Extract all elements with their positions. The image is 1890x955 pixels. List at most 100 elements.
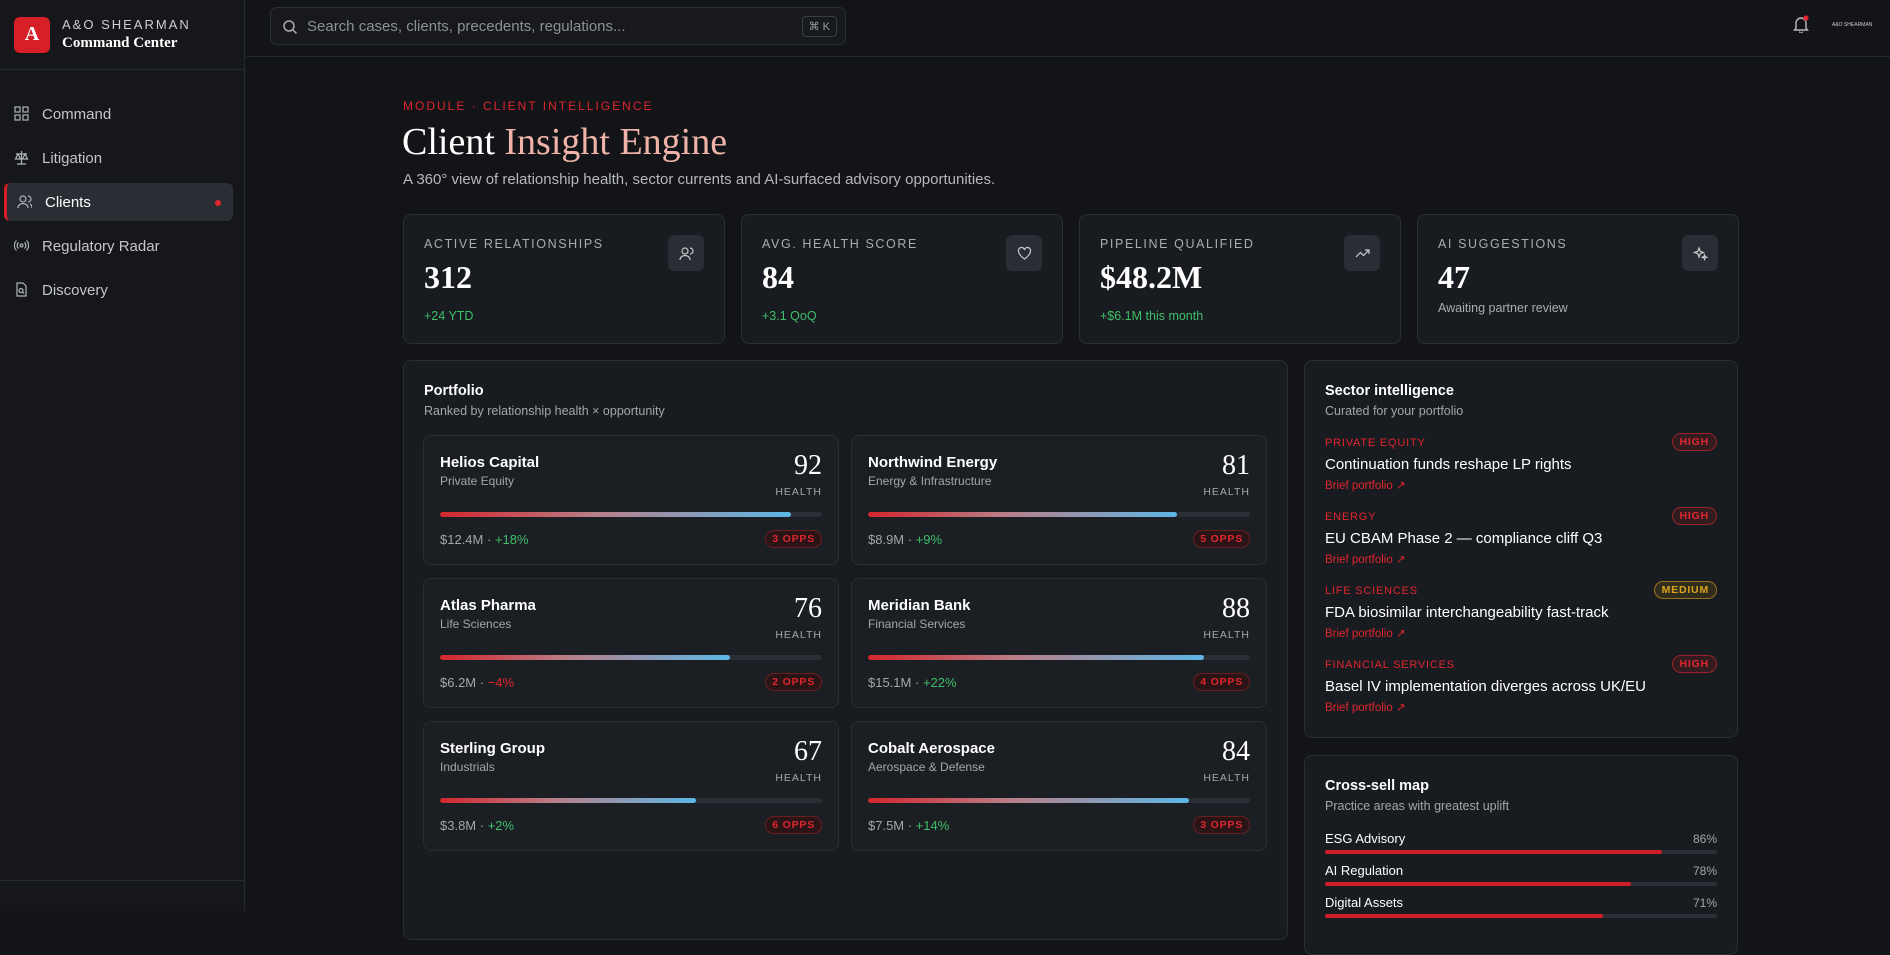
revenue: $7.5M	[868, 818, 905, 833]
kpi-value: 47	[1438, 259, 1470, 295]
search-placeholder: Search cases, clients, precedents, regul…	[307, 17, 626, 35]
health-score: 67	[794, 736, 822, 767]
nav-icon	[16, 282, 27, 297]
revenue-line: $8.9M · +9%	[868, 532, 943, 547]
area-bar	[1325, 850, 1663, 854]
kpi-note: +$6.1M this month	[1100, 309, 1204, 323]
change: −4%	[487, 675, 515, 690]
active-dot	[215, 200, 221, 206]
client-card[interactable]: Atlas Pharma Life Sciences 76 HEALTH $6.2M ·…	[423, 578, 839, 708]
priority-badge: MEDIUM	[1653, 581, 1717, 599]
brief-link[interactable]: Brief portfolio ↗	[1325, 702, 1406, 714]
client-card[interactable]: Meridian Bank Financial Services 88 HEALTH $…	[851, 578, 1267, 708]
notifications[interactable]	[1793, 15, 1809, 33]
health-track	[868, 655, 1250, 660]
brand-subtitle: Command Center	[62, 35, 178, 51]
client-card[interactable]: Sterling Group Industrials 67 HEALTH $3.8M ·…	[423, 721, 839, 851]
client-name: Cobalt Aerospace	[868, 740, 995, 757]
client-sector: Aerospace & Defense	[868, 760, 985, 774]
nav-item[interactable]: Command	[4, 95, 233, 133]
nav-item[interactable]: Discovery	[4, 271, 233, 309]
health-track	[440, 512, 822, 517]
cross-sell-panel: Cross-sell map Practice areas with great…	[1304, 755, 1738, 955]
kpi-label: AVG. HEALTH SCORE	[762, 237, 918, 251]
area-bar	[1325, 882, 1631, 886]
panel-subtitle: Ranked by relationship health × opportun…	[424, 404, 665, 418]
change: +14%	[915, 818, 950, 833]
area-bar	[1325, 914, 1604, 918]
brand: A A&O SHEARMAN Command Center	[0, 0, 244, 70]
brief-link[interactable]: Brief portfolio ↗	[1325, 628, 1406, 640]
brief-link[interactable]: Brief portfolio ↗	[1325, 480, 1406, 492]
kpi-label: ACTIVE RELATIONSHIPS	[424, 237, 604, 251]
client-name: Helios Capital	[440, 454, 540, 471]
client-card[interactable]: Northwind Energy Energy & Infrastructure 8…	[851, 435, 1267, 565]
kpi-value: $48.2M	[1100, 259, 1203, 295]
opps-badge: 4 OPPS	[1193, 673, 1250, 691]
kpi-card: ACTIVE RELATIONSHIPS 312 +24 YTD	[403, 214, 725, 344]
sector-label: LIFE SCIENCES	[1325, 585, 1418, 597]
health-score: 92	[794, 450, 822, 481]
health-track	[868, 512, 1250, 517]
health-score: 84	[1222, 736, 1250, 767]
kpi-note: +24 YTD	[424, 309, 474, 323]
nav-item[interactable]: Regulatory Radar	[4, 227, 233, 265]
kpi-label: AI SUGGESTIONS	[1438, 237, 1568, 251]
health-score: 76	[794, 593, 822, 624]
divider	[0, 880, 244, 881]
area-value: 86%	[1692, 832, 1717, 846]
user-label[interactable]: A&O SHEARMAN	[1832, 22, 1873, 28]
search-box[interactable]: Search cases, clients, precedents, regul…	[270, 7, 846, 45]
kpi-value: 312	[424, 259, 472, 295]
title-part: Client	[402, 121, 495, 163]
change: +9%	[915, 532, 943, 547]
health-bar	[868, 512, 1178, 517]
health-label: HEALTH	[1203, 772, 1250, 784]
client-sector: Financial Services	[868, 617, 966, 631]
opps-badge: 6 OPPS	[765, 816, 822, 834]
client-name: Northwind Energy	[868, 454, 998, 471]
kpi-value: 84	[762, 259, 794, 295]
revenue-line: $6.2M · −4%	[440, 675, 515, 690]
brief-link[interactable]: Brief portfolio ↗	[1325, 554, 1406, 566]
kpi-icon	[668, 235, 704, 271]
area-value: 71%	[1692, 896, 1717, 910]
sector-panel: Sector intelligence Curated for your por…	[1304, 360, 1738, 738]
nav-item[interactable]: Litigation	[4, 139, 233, 177]
topbar: Search cases, clients, precedents, regul…	[246, 0, 1890, 57]
client-name: Meridian Bank	[868, 597, 971, 614]
brand-name: A&O SHEARMAN	[62, 17, 191, 32]
health-bar	[440, 655, 731, 660]
headline: EU CBAM Phase 2 — compliance cliff Q3	[1325, 530, 1603, 547]
shortcut: ⌘ K	[801, 16, 837, 37]
client-sector: Private Equity	[440, 474, 515, 488]
health-track	[868, 798, 1250, 803]
change: +2%	[487, 818, 515, 833]
client-card[interactable]: Cobalt Aerospace Aerospace & Defense 84 HEA…	[851, 721, 1267, 851]
headline: Basel IV implementation diverges across …	[1325, 678, 1646, 695]
client-sector: Energy & Infrastructure	[868, 474, 992, 488]
change: +18%	[494, 532, 529, 547]
revenue: $3.8M	[440, 818, 477, 833]
priority-badge: HIGH	[1671, 433, 1717, 451]
sector-label: PRIVATE EQUITY	[1325, 437, 1426, 449]
logo: A	[14, 16, 50, 53]
revenue-line: $3.8M · +2%	[440, 818, 515, 833]
change: +22%	[922, 675, 957, 690]
kpi-icon	[1006, 235, 1042, 271]
nav-item[interactable]: Clients	[4, 183, 233, 221]
kpi-note: Awaiting partner review	[1438, 301, 1568, 315]
kpi-card: AVG. HEALTH SCORE 84 +3.1 QoQ	[741, 214, 1063, 344]
sector-label: FINANCIAL SERVICES	[1325, 659, 1455, 671]
revenue-line: $12.4M · +18%	[440, 532, 529, 547]
nav-icon	[14, 151, 29, 165]
priority-badge: HIGH	[1671, 507, 1717, 525]
health-score: 88	[1222, 593, 1250, 624]
client-card[interactable]: Helios Capital Private Equity 92 HEALTH $12.…	[423, 435, 839, 565]
area-value: 78%	[1692, 864, 1717, 878]
health-track	[440, 655, 822, 660]
revenue-line: $15.1M · +22%	[868, 675, 957, 690]
panel-title: Sector intelligence	[1325, 383, 1454, 399]
brand-text: A&O SHEARMAN Command Center	[62, 17, 191, 52]
